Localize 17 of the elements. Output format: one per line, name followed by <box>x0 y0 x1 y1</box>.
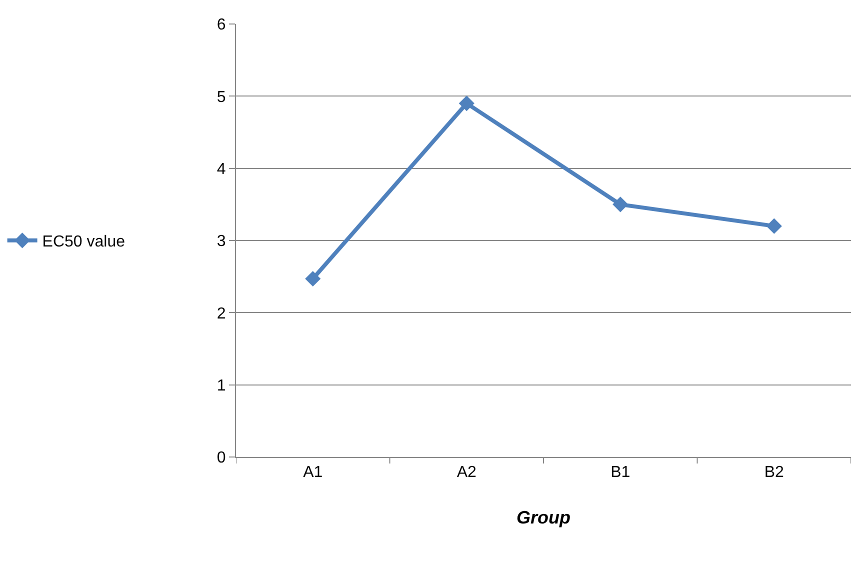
y-tick-label: 1 <box>216 377 226 394</box>
x-tick-label: A1 <box>303 464 323 482</box>
y-tick-label: 5 <box>216 88 226 106</box>
x-axis-title: Group <box>516 507 570 528</box>
point <box>458 96 474 112</box>
point <box>766 218 782 234</box>
x-tick-label: B2 <box>764 464 784 482</box>
y-tick-label: 4 <box>216 160 226 178</box>
x-tick-label: B1 <box>610 464 630 482</box>
y-tick-label: 2 <box>216 305 226 322</box>
x-tick-label: A2 <box>456 464 477 482</box>
legend-label: EC50 value <box>42 234 126 251</box>
y-tick-label: 0 <box>216 450 226 467</box>
y-tick-label: 3 <box>216 233 226 250</box>
point <box>305 270 321 287</box>
y-tick-label: 6 <box>216 16 226 34</box>
point <box>612 196 628 212</box>
